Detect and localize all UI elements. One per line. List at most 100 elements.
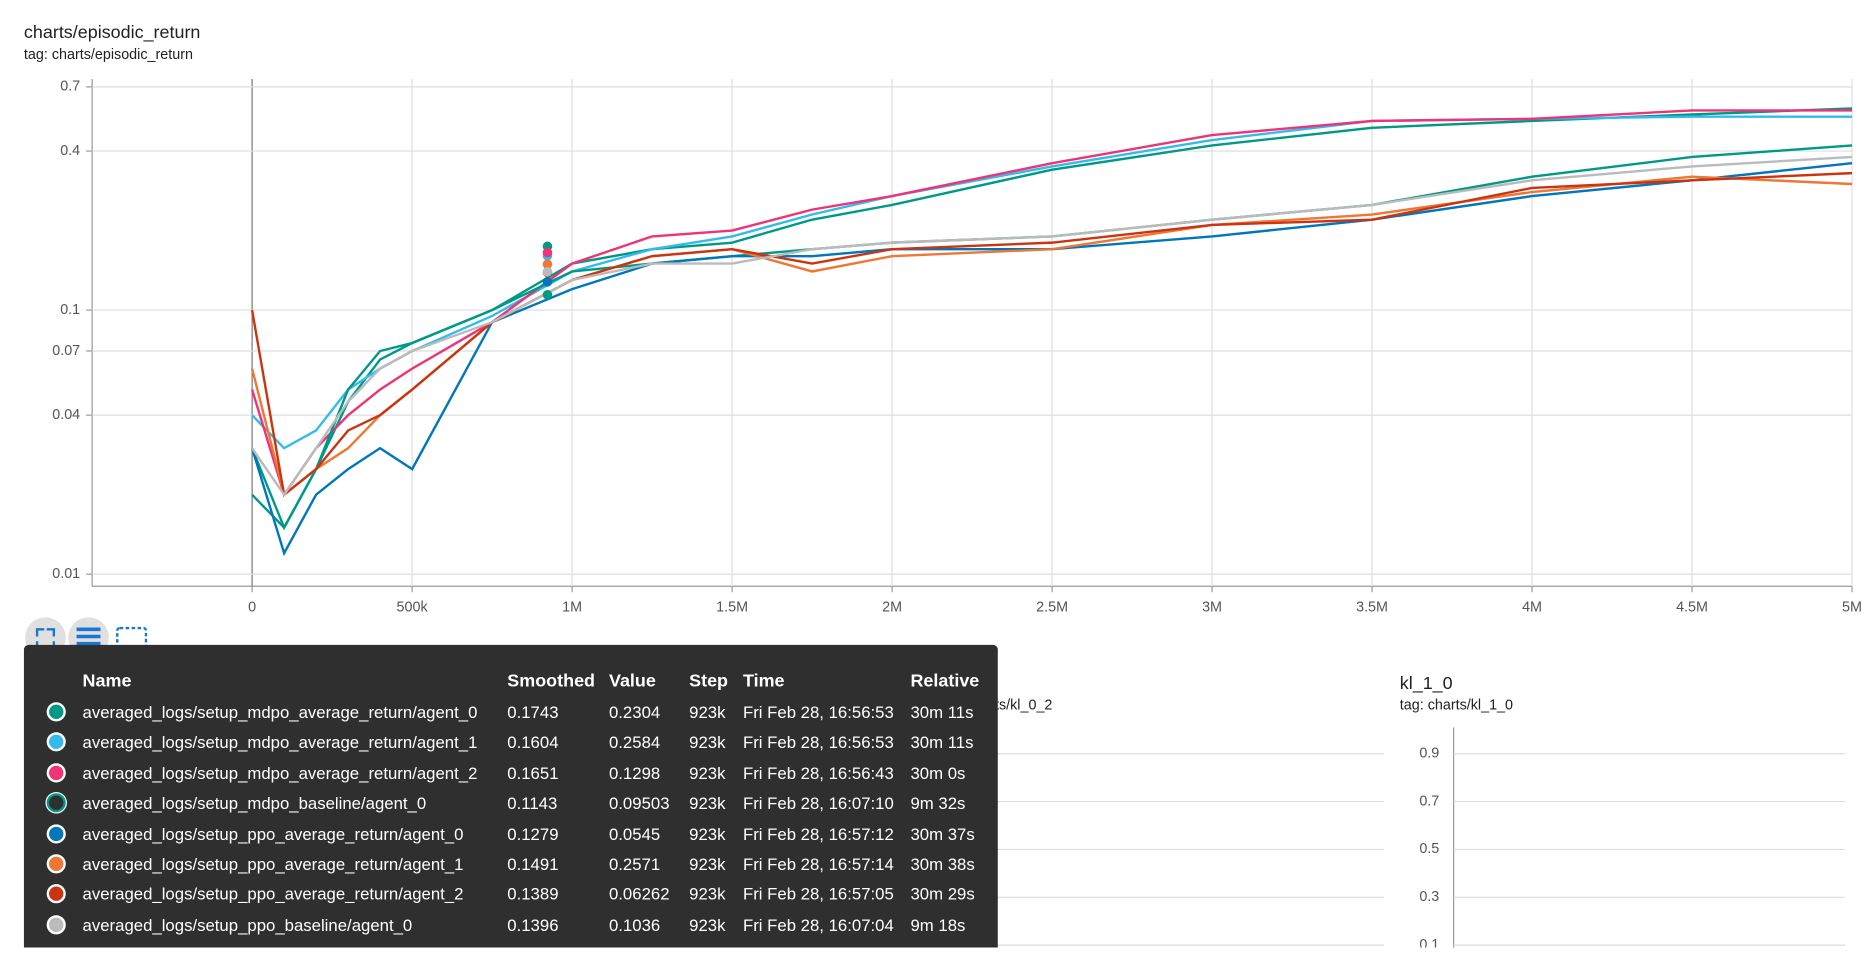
table-cell: 923k — [689, 732, 726, 752]
x-tick-label: 4M — [1522, 600, 1542, 616]
series-line — [250, 107, 1853, 531]
table-cell: 0.1143 — [507, 793, 558, 813]
legend-swatch — [46, 763, 66, 783]
legend-entry: averaged_logs/setup_mdpo_average_return/… — [82, 763, 478, 783]
legend-swatch — [46, 915, 66, 935]
y-tick-label: 0.1 — [60, 302, 80, 318]
table-cell: 923k — [689, 823, 726, 843]
legend-entry: averaged_logs/setup_ppo_average_return/a… — [82, 854, 464, 874]
table-cell: 0.0545 — [608, 823, 661, 843]
x-tick-label: 2M — [882, 600, 902, 616]
table-cell: Fri Feb 28, 16:56:53 — [742, 702, 894, 722]
table-cell: 9m 32s — [910, 793, 966, 813]
y-tick-label: 0.7 — [60, 79, 80, 95]
y-tick-label: 0.5 — [1419, 841, 1439, 857]
table-cell: 0.1389 — [507, 884, 559, 904]
table-cell: 30m 38s — [910, 854, 975, 874]
table-cell: 923k — [689, 884, 726, 904]
grid: 0 500k 1M 1.5M 2M 2.5M 3M 3.5M 4M 4.5M 5M 0.01 0.04 0… — [52, 79, 1862, 616]
panel-subtitle: tag: charts/kl_1_0 — [1400, 698, 1513, 714]
table-cell: 0.1651 — [507, 763, 559, 783]
legend-entry: averaged_logs/setup_ppo_average_return/a… — [82, 884, 464, 904]
y-tick-label: 0.1 — [1419, 937, 1439, 948]
x-tick-label: 1M — [562, 600, 582, 616]
hover-point — [542, 259, 553, 270]
hover-point — [542, 247, 553, 258]
table-cell: 0.1036 — [608, 915, 661, 935]
table-cell: 30m 37s — [910, 823, 975, 843]
table-cell: 923k — [689, 915, 726, 935]
legend-swatch — [46, 823, 66, 843]
legend-swatch — [46, 884, 66, 904]
hover-point — [542, 289, 553, 300]
chart-subtitle: tag: charts/episodic_return — [24, 47, 193, 63]
series-line — [250, 109, 1853, 498]
table-cell: 0.2571 — [608, 854, 661, 874]
series-line — [250, 171, 1853, 497]
table-cell: Fri Feb 28, 16:57:12 — [742, 823, 894, 843]
fit-domain-button[interactable] — [116, 626, 148, 650]
legend-swatch — [46, 732, 66, 752]
chart-title: charts/episodic_return — [24, 22, 200, 43]
table-cell: 0.1743 — [507, 702, 559, 722]
legend-swatch — [46, 854, 66, 874]
table-cell: 0.09503 — [608, 793, 670, 813]
legend-swatch — [46, 702, 66, 722]
series-line — [251, 155, 1853, 497]
legend-swatch — [46, 793, 66, 813]
table-cell: Fri Feb 28, 16:56:43 — [742, 763, 894, 783]
panel-title: kl_1_0 — [1400, 673, 1453, 694]
table-cell: 923k — [689, 854, 726, 874]
x-tick-label: 4.5M — [1676, 600, 1708, 616]
y-tick-label: 0.01 — [52, 566, 80, 582]
table-cell: 0.2584 — [608, 732, 661, 752]
x-tick-label: 2.5M — [1036, 600, 1068, 616]
x-tick-label: 5M — [1842, 600, 1862, 616]
table-cell: 0.2304 — [608, 702, 661, 722]
table-cell: 0.1604 — [507, 732, 559, 752]
column-header: Step — [689, 671, 729, 692]
fullscreen-icon — [35, 628, 56, 649]
table-cell: 0.06262 — [608, 884, 670, 904]
legend-entry: averaged_logs/setup_mdpo_baseline/agent_… — [82, 793, 427, 813]
x-tick-label: 1.5M — [716, 600, 748, 616]
table-cell: 0.1279 — [507, 823, 559, 843]
legend-entry: averaged_logs/setup_mdpo_average_return/… — [82, 702, 478, 722]
y-tick-label: 0.9 — [1419, 746, 1439, 762]
table-cell: 0.1396 — [507, 915, 559, 935]
table-cell: 923k — [689, 763, 726, 783]
y-tick-label: 0.7 — [1419, 793, 1439, 809]
table-cell: 30m 11s — [910, 732, 974, 752]
table-cell: 0.1491 — [507, 854, 559, 874]
table-cell: 9m 18s — [910, 915, 966, 935]
table-cell: 923k — [689, 702, 726, 722]
table-cell: Fri Feb 28, 16:07:04 — [742, 915, 894, 935]
series-line — [250, 161, 1853, 557]
hover-point — [542, 267, 553, 277]
x-tick-label: 3.5M — [1356, 600, 1388, 616]
table-cell: 30m 0s — [910, 763, 966, 783]
table-cell: Fri Feb 28, 16:56:53 — [742, 732, 894, 752]
plot-area — [250, 107, 1853, 557]
x-tick-label: 3M — [1202, 600, 1222, 616]
y-tick-label: 0.07 — [52, 343, 80, 359]
tooltip: Name Smoothed Value Step Time Relative average… — [23, 644, 998, 948]
y-tick-label: 0.3 — [1419, 889, 1439, 905]
column-header: Relative — [910, 671, 980, 692]
data-table-icon — [76, 627, 101, 646]
column-header: Smoothed — [507, 671, 596, 692]
table-cell: Fri Feb 28, 16:57:14 — [742, 854, 894, 874]
y-tick-label: 0.04 — [52, 407, 80, 423]
table-cell: Fri Feb 28, 16:57:05 — [742, 884, 894, 904]
hover-point — [542, 277, 553, 287]
column-header: Time — [742, 671, 785, 692]
table-cell: 0.1298 — [608, 763, 661, 783]
x-tick-label: 500k — [397, 600, 429, 616]
table-cell: 30m 11s — [910, 702, 974, 722]
table-cell: 923k — [689, 793, 726, 813]
y-tick-label: 0.4 — [60, 143, 80, 159]
column-header: Name — [82, 671, 132, 692]
x-tick-label: 0 — [248, 600, 256, 616]
